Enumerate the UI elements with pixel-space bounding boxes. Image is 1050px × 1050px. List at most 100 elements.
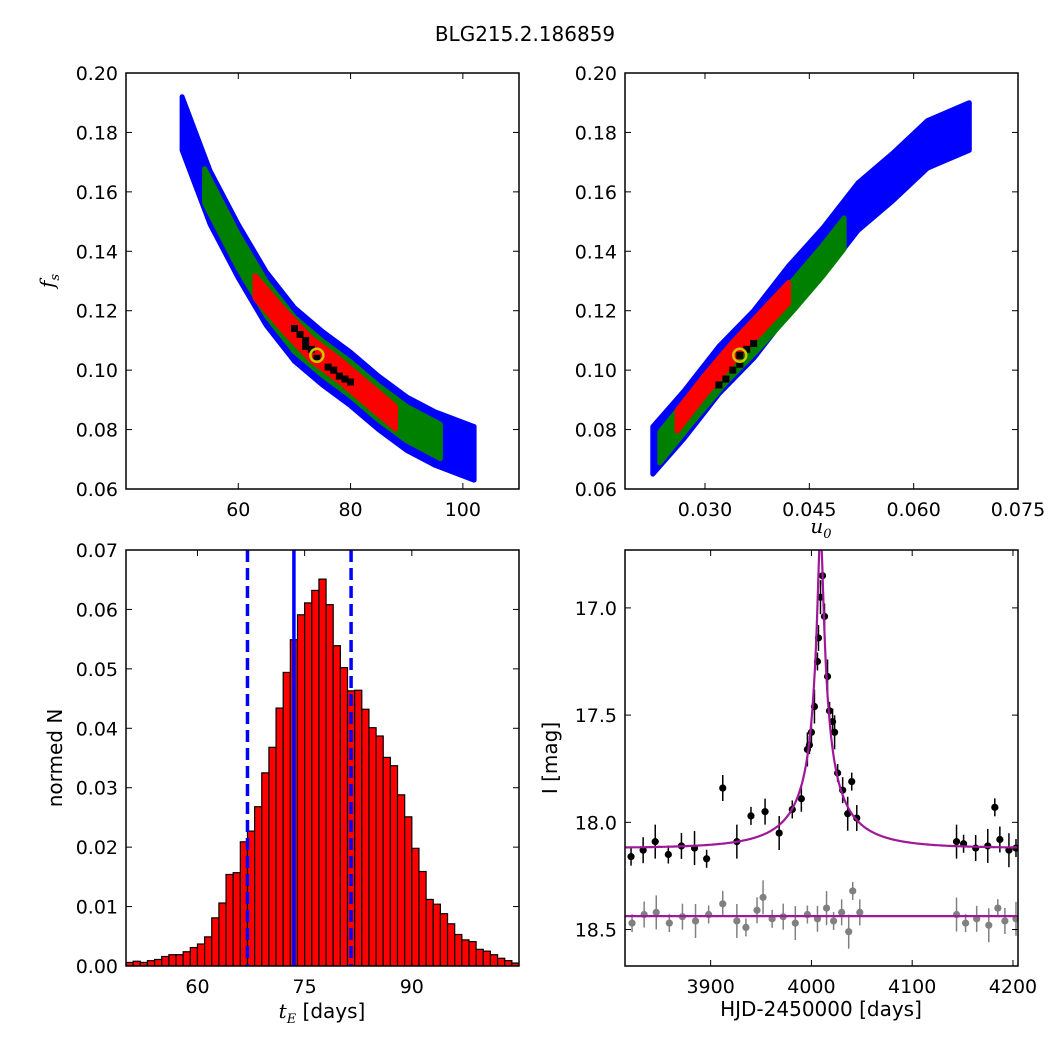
y-tick-label: 17.0: [575, 598, 617, 620]
best-fit-cell: [313, 354, 321, 362]
x-tick-label: 0.030: [678, 499, 732, 521]
y-tick-label: 0.06: [76, 599, 118, 621]
data-point: [797, 795, 805, 803]
histogram-bar: [482, 950, 492, 966]
y-tick-label: 0.06: [575, 479, 617, 501]
data-point: [791, 919, 799, 927]
y-tick-label: 17.5: [575, 705, 617, 727]
histogram-bar: [382, 756, 391, 966]
best-fit-cell: [290, 325, 298, 333]
histogram-bar: [196, 943, 206, 966]
best-fit-cell: [715, 381, 723, 389]
y-tick-label: 0.10: [76, 360, 118, 382]
histogram-bar: [318, 578, 327, 966]
x-axis-label: HJD-2450000 [days]: [720, 997, 922, 1021]
histogram-bar: [489, 954, 499, 966]
y-tick-label: 0.05: [76, 659, 118, 681]
histogram-bar: [175, 954, 184, 966]
x-tick-label: 60: [226, 499, 250, 521]
data-point: [761, 808, 769, 816]
histogram-bar: [261, 772, 270, 966]
histogram-bar: [189, 946, 199, 966]
histogram-bar: [268, 746, 277, 966]
data-point: [639, 846, 647, 854]
y-tick-label: 0.18: [76, 122, 118, 144]
best-fit-cell: [341, 375, 349, 383]
y-tick-label: 0.20: [76, 63, 118, 85]
y-tick-label: 0.08: [76, 420, 118, 442]
x-tick-label: 4100: [888, 976, 936, 998]
axes-frame: [624, 72, 1019, 490]
y-tick-label: 0.12: [76, 301, 118, 323]
histogram-bar: [475, 948, 484, 966]
histogram-bar: [218, 902, 227, 966]
best-fit-marker: [732, 347, 748, 364]
y-tick-label: 0.20: [575, 63, 617, 85]
y-tick-label: 18.0: [575, 812, 617, 834]
x-tick-label: 0.075: [991, 499, 1045, 521]
data-point: [952, 838, 961, 846]
y-tick-label: 0.14: [575, 241, 617, 263]
y-tick-label: 0.04: [76, 718, 118, 740]
data-point: [822, 904, 831, 912]
x-tick-label: 3900: [686, 976, 734, 998]
histogram-bar: [325, 604, 334, 966]
best-fit-cell: [330, 366, 338, 374]
x-tick-label: 4000: [787, 976, 835, 998]
data-point: [719, 900, 727, 908]
confidence-region-1sigma: [252, 273, 398, 432]
best-fit-marker: [309, 347, 325, 364]
histogram-bar: [404, 816, 413, 966]
best-fit-cell: [729, 366, 737, 374]
histogram-bar: [375, 735, 384, 966]
x-tick-label: 0.045: [782, 499, 836, 521]
data-point: [652, 908, 660, 916]
histogram-bar: [296, 614, 306, 966]
confidence-region-2sigma: [202, 166, 443, 462]
histogram-bar: [418, 870, 427, 966]
histogram-bar: [396, 794, 406, 966]
y-tick-label: 0.10: [575, 360, 617, 382]
data-point: [703, 855, 711, 863]
histogram-bar: [225, 873, 234, 966]
data-point: [691, 917, 700, 925]
best-fit-cell: [736, 351, 744, 359]
histogram-bar: [361, 708, 370, 966]
histogram-bar: [468, 941, 477, 966]
histogram-bar: [332, 645, 341, 966]
best-fit-cell: [750, 339, 758, 347]
data-point: [838, 908, 846, 916]
data-point: [848, 777, 856, 786]
best-fit-cell: [307, 345, 315, 353]
histogram-bar: [282, 671, 291, 966]
histogram-bar: [304, 602, 313, 966]
y-tick-label: 0.00: [76, 956, 118, 978]
histogram-bar: [432, 903, 442, 966]
x-tick-label: 60: [185, 976, 209, 998]
data-point: [627, 853, 635, 861]
data-point: [775, 829, 783, 837]
y-tick-label: 0.14: [76, 241, 118, 263]
x-tick-label: 100: [445, 499, 481, 521]
x-axis-label: tE [days]: [279, 999, 366, 1027]
y-tick-label: 18.5: [575, 920, 617, 942]
axes-frame: [125, 72, 520, 490]
histogram-bar: [168, 954, 177, 966]
data-point: [753, 906, 761, 914]
y-tick-label: 0.01: [76, 897, 118, 919]
data-point: [994, 904, 1002, 912]
y-tick-label: 0.12: [575, 301, 617, 323]
histogram-bar: [153, 958, 163, 966]
model-curve: [625, 550, 1018, 849]
panel-tE-histogram: 60 75 90 0.00 0.01 0.02 0.03 0.04 0.05 0.06 0.07 n…: [43, 540, 520, 1027]
x-tick-label: 75: [293, 976, 317, 998]
best-fit-cell: [335, 372, 343, 380]
histogram-bar: [211, 917, 220, 966]
best-fit-cell: [302, 342, 310, 350]
y-axis-label: fs: [35, 274, 63, 290]
data-point: [856, 908, 864, 916]
x-tick-label: 4200: [989, 976, 1037, 998]
data-point: [665, 919, 673, 927]
histogram-bar: [439, 913, 449, 966]
